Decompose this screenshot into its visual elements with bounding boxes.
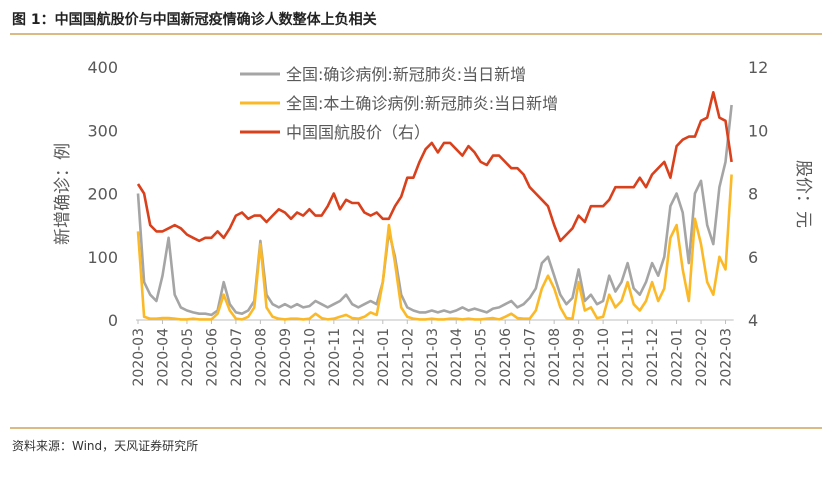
x-tick-label: 2020-05 [180,328,196,387]
y2-tick-label: 4 [748,311,758,330]
x-tick-label: 2021-06 [498,328,514,387]
chart-title: 图 1：中国国航股价与中国新冠疫情确诊人数整体上负相关 [12,11,377,28]
legend-label: 全国:本土确诊病例:新冠肺炎:当日新增 [286,94,558,113]
x-tick-label: 2021-09 [572,328,588,387]
source: 资料来源：Wind，天风证券研究所 [12,438,198,453]
x-tick-label: 2020-08 [253,328,269,387]
x-tick-label: 2020-11 [327,328,343,387]
y-tick-label: 300 [87,121,118,140]
y2-tick-label: 8 [748,185,758,204]
y-tick-label: 100 [87,248,118,267]
y2-axis-label: 股价：元 [793,160,813,228]
series-line [136,174,733,321]
x-tick-label: 2021-01 [376,328,392,387]
x-tick-label: 2021-02 [400,328,416,387]
series-line [136,104,733,317]
x-tick-label: 2021-08 [547,328,563,387]
x-tick-label: 2020-04 [155,328,171,387]
x-tick-label: 2020-09 [278,328,294,387]
y2-tick-label: 10 [748,121,768,140]
series-line [136,91,733,243]
x-tick-label: 2021-07 [523,328,539,387]
y-tick-label: 0 [108,311,118,330]
x-tick-label: 2021-10 [596,328,612,387]
y2-tick-label: 6 [748,248,758,267]
x-tick-label: 2021-03 [425,328,441,387]
y-axis-label: 新增确诊：例 [53,143,73,245]
legend-label: 中国国航股价（右） [286,123,430,142]
x-tick-label: 2022-02 [694,328,710,387]
x-tick-label: 2020-06 [204,328,220,387]
x-tick-label: 2020-03 [131,328,147,387]
x-tick-label: 2020-12 [351,328,367,387]
x-tick-label: 2021-05 [474,328,490,387]
y-tick-label: 200 [87,185,118,204]
x-tick-label: 2022-01 [670,328,686,387]
x-tick-label: 2021-11 [621,328,637,387]
y-tick-label: 400 [87,58,118,77]
legend-label: 全国:确诊病例:新冠肺炎:当日新增 [286,65,526,84]
x-tick-label: 2020-07 [229,328,245,387]
x-tick-label: 2021-04 [449,328,465,387]
x-tick-label: 2022-03 [719,328,735,387]
x-tick-label: 2020-10 [302,328,318,387]
x-tick-label: 2021-12 [645,328,661,387]
y2-tick-label: 12 [748,58,768,77]
